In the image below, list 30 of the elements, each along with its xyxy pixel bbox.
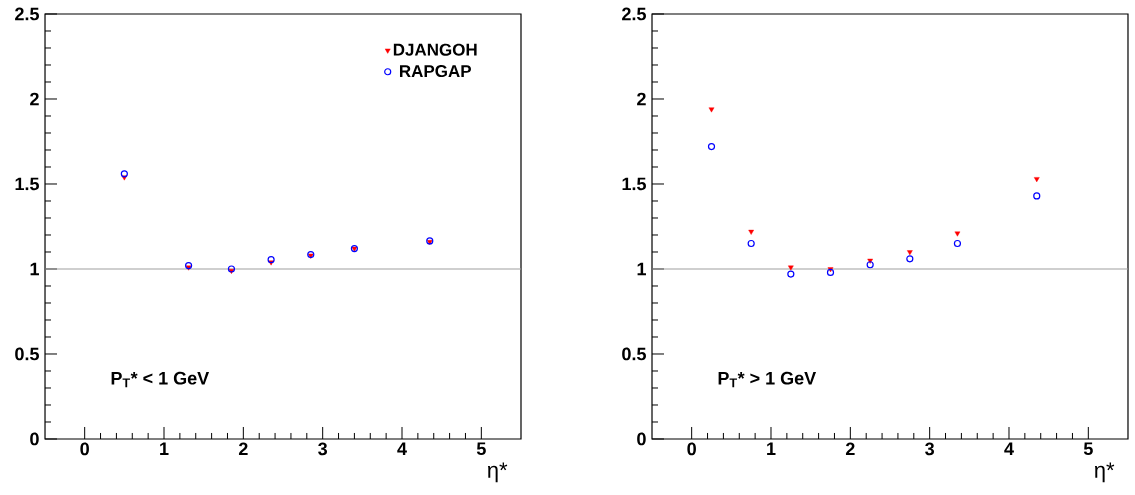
x-axis-title: η* [1094, 462, 1115, 483]
x-tick-label: 0 [80, 442, 89, 456]
y-tick-label: 0 [30, 432, 39, 446]
y-tick-label: 1.5 [622, 177, 646, 191]
annotation: P$_{T}$* > 1 GeV [718, 371, 817, 388]
y-tick-label: 2.5 [15, 7, 39, 21]
x-tick-label: 1 [767, 442, 776, 455]
y-tick-label: 2 [30, 92, 39, 106]
y-tick-label: 0 [637, 432, 646, 446]
legend-label: RAPGAP [400, 65, 471, 78]
x-axis-title: η* [487, 462, 508, 483]
x-tick-label: 5 [1083, 442, 1093, 456]
x-tick-label: 3 [925, 442, 935, 456]
x-tick-label: 4 [397, 442, 407, 455]
y-tick-label: 1 [637, 262, 646, 276]
legend-label: DJANGOH [393, 43, 477, 56]
annotation: P$_{T}$* < 1 GeV [111, 371, 210, 388]
x-tick-label: 4 [1004, 442, 1014, 455]
y-tick-label: 2 [637, 92, 646, 106]
x-tick-label: 0 [687, 442, 696, 456]
x-tick-label: 1 [160, 442, 169, 455]
x-tick-label: 5 [476, 442, 486, 456]
y-tick-label: 1 [30, 262, 39, 276]
y-tick-label: 0.5 [622, 347, 646, 361]
x-tick-label: 3 [318, 442, 328, 456]
x-tick-label: 2 [845, 442, 855, 456]
y-tick-label: 1.5 [15, 177, 39, 191]
y-tick-label: 2.5 [622, 7, 646, 21]
x-tick-label: 2 [238, 442, 248, 456]
y-tick-label: 0.5 [15, 347, 39, 361]
